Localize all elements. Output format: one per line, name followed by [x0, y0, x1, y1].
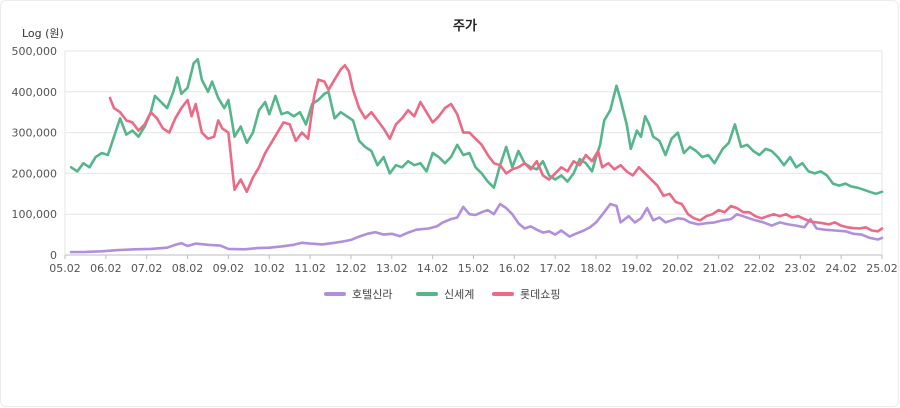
x-tick-label: 23.02 [785, 262, 817, 275]
y-tick-label: 300,000 [12, 127, 58, 140]
x-tick-label: 15.02 [458, 262, 490, 275]
x-tick-label: 09.02 [213, 262, 245, 275]
y-axis: 0 100,000 200,000 300,000 400,000 500,000 [12, 45, 58, 262]
x-tick-label: 08.02 [172, 262, 204, 275]
series-line-1 [69, 57, 884, 196]
y-unit-label: Log (원) [22, 27, 64, 40]
x-tick-label: 18.02 [580, 262, 612, 275]
legend-label: 신세계 [444, 288, 474, 301]
x-tick-label: 21.02 [703, 262, 735, 275]
y-tick-label: 0 [50, 249, 57, 262]
series-line-0 [69, 202, 884, 254]
x-tick-label: 13.02 [376, 262, 408, 275]
x-tick-label: 24.02 [825, 262, 857, 275]
x-tick-label: 05.02 [49, 262, 81, 275]
legend-item[interactable]: 신세계 [416, 288, 474, 301]
x-tick-label: 07.02 [131, 262, 163, 275]
series-line-2 [108, 64, 884, 233]
x-tick-label: 11.02 [294, 262, 326, 275]
x-tick-label: 25.02 [866, 262, 898, 275]
y-tick-label: 100,000 [12, 208, 58, 221]
legend-item[interactable]: 호텔신라 [324, 288, 392, 301]
x-tick-label: 22.02 [744, 262, 776, 275]
y-tick-label: 200,000 [12, 167, 58, 180]
y-tick-label: 500,000 [12, 45, 58, 58]
x-tick-label: 14.02 [417, 262, 449, 275]
y-tick-label: 400,000 [12, 86, 58, 99]
x-tick-label: 12.02 [335, 262, 367, 275]
x-tick-label: 16.02 [499, 262, 531, 275]
x-tick-label: 19.02 [621, 262, 653, 275]
chart-title: 주가 [453, 19, 477, 34]
legend[interactable]: 호텔신라 신세계 롯데쇼핑 [324, 288, 560, 301]
legend-item[interactable]: 롯데쇼핑 [492, 288, 560, 301]
series-lines [69, 57, 884, 254]
x-tick-label: 20.02 [662, 262, 694, 275]
x-tick-label: 10.02 [254, 262, 286, 275]
x-tick-label: 17.02 [539, 262, 571, 275]
x-axis: 05.02 06.02 07.02 08.02 09.02 10.02 11.02 12.02… [49, 255, 898, 275]
legend-label: 롯데쇼핑 [520, 288, 560, 301]
legend-label: 호텔신라 [352, 288, 392, 301]
x-tick-label: 06.02 [90, 262, 122, 275]
grid-lines [64, 50, 883, 256]
